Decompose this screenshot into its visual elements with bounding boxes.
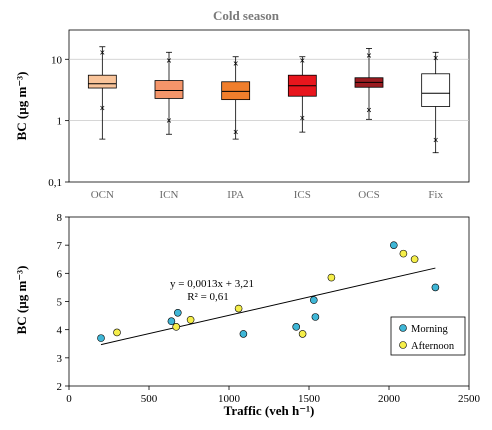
box-iqr (221, 81, 251, 101)
percentile-marker: × (433, 53, 439, 64)
x-tick-label: ICS (294, 189, 311, 201)
chart-title: Cold season (213, 8, 280, 23)
grid-lines (69, 58, 469, 122)
x-tick-label: Fix (428, 189, 443, 201)
x-tick-label: 2000 (378, 393, 401, 405)
x-tick-label: 500 (141, 393, 158, 405)
percentile-marker: × (433, 136, 439, 147)
y-axis-label: BC (µg m⁻³) (14, 72, 29, 141)
x-tick-label: ICN (160, 189, 179, 201)
percentile-marker: × (299, 114, 305, 125)
x-tick-label: OCN (91, 189, 114, 201)
point-morning (239, 330, 248, 338)
box-iqr (87, 74, 117, 89)
y-tick-label: 4 (57, 325, 63, 337)
percentile-marker: × (233, 128, 239, 139)
point-afternoon (327, 273, 336, 282)
x-tick-label: IPA (227, 189, 244, 201)
scatter-chart: 2 3 4 5 6 7 8 0 500 1000 1500 2000 2500 y = 0,0013x… (14, 212, 481, 418)
plot-area (68, 29, 470, 183)
y-tick-label: 1 (57, 116, 63, 128)
legend-marker-morning (399, 324, 407, 332)
y-tick-label: 6 (57, 268, 63, 280)
percentile-marker: × (299, 56, 305, 67)
boxes: ×××××××××××× (87, 46, 451, 154)
y-tick-label: 3 (57, 353, 63, 365)
point-morning (97, 334, 105, 342)
trendline-r2: R² = 0,61 (187, 291, 229, 303)
box-iqr (154, 80, 184, 99)
x-axis-label: Traffic (veh h⁻¹) (224, 403, 315, 418)
point-morning (309, 296, 318, 304)
box-iqr (421, 73, 451, 107)
point-morning (292, 323, 301, 331)
point-afternoon (113, 328, 121, 337)
point-afternoon (234, 304, 243, 313)
box-icn: ×× (154, 51, 184, 135)
y-tick-label: 2 (57, 381, 63, 393)
scatter-points (97, 241, 440, 342)
box-ics: ×× (287, 56, 317, 133)
percentile-marker: × (233, 59, 239, 70)
percentile-marker: × (99, 48, 105, 59)
x-tick-label: 2500 (458, 393, 481, 405)
box-ocs: ×× (354, 48, 384, 120)
y-tick-label: 10 (51, 54, 63, 66)
percentile-marker: × (366, 105, 372, 116)
y-axis-ticks: 0,1 1 10 (48, 54, 69, 189)
y-tick-label: 8 (57, 212, 63, 224)
legend-marker-afternoon (399, 341, 407, 349)
trendline-equation: y = 0,0013x + 3,21 (170, 278, 254, 290)
x-tick-label: OCS (358, 189, 379, 201)
point-afternoon (186, 316, 195, 324)
legend: Morning Afternoon (390, 316, 466, 356)
y-axis-ticks: 2 3 4 5 6 7 8 (57, 212, 69, 393)
y-axis-label: BC (µg m⁻³) (14, 266, 29, 335)
percentile-marker: × (99, 104, 105, 115)
box-ocn: ×× (87, 46, 117, 140)
y-tick-label: 5 (57, 297, 63, 309)
point-morning (431, 283, 440, 292)
x-tick-label: 1500 (298, 393, 321, 405)
point-afternoon (410, 255, 419, 264)
box-fix: ×× (421, 51, 451, 154)
percentile-marker: × (366, 51, 372, 62)
x-axis-ticks: 0 500 1000 1500 2000 2500 (66, 386, 481, 405)
x-tick-label: 1000 (218, 393, 241, 405)
y-tick-label: 7 (57, 240, 63, 252)
legend-label-afternoon: Afternoon (411, 341, 455, 352)
percentile-marker: × (166, 116, 172, 127)
point-afternoon (298, 330, 307, 338)
percentile-marker: × (166, 56, 172, 67)
point-morning (167, 317, 176, 326)
y-tick-label: 0,1 (48, 177, 62, 189)
x-tick-label: 0 (66, 393, 72, 405)
trendline (100, 267, 436, 346)
point-morning (389, 241, 398, 249)
point-afternoon (399, 249, 408, 258)
plot-area (68, 216, 470, 387)
point-morning (174, 308, 182, 317)
legend-label-morning: Morning (411, 324, 449, 335)
x-axis-tick-labels: OCN ICN IPA ICS OCS Fix (91, 189, 444, 201)
box-ipa: ×× (221, 56, 251, 140)
point-afternoon (172, 323, 180, 331)
point-morning (311, 313, 320, 321)
